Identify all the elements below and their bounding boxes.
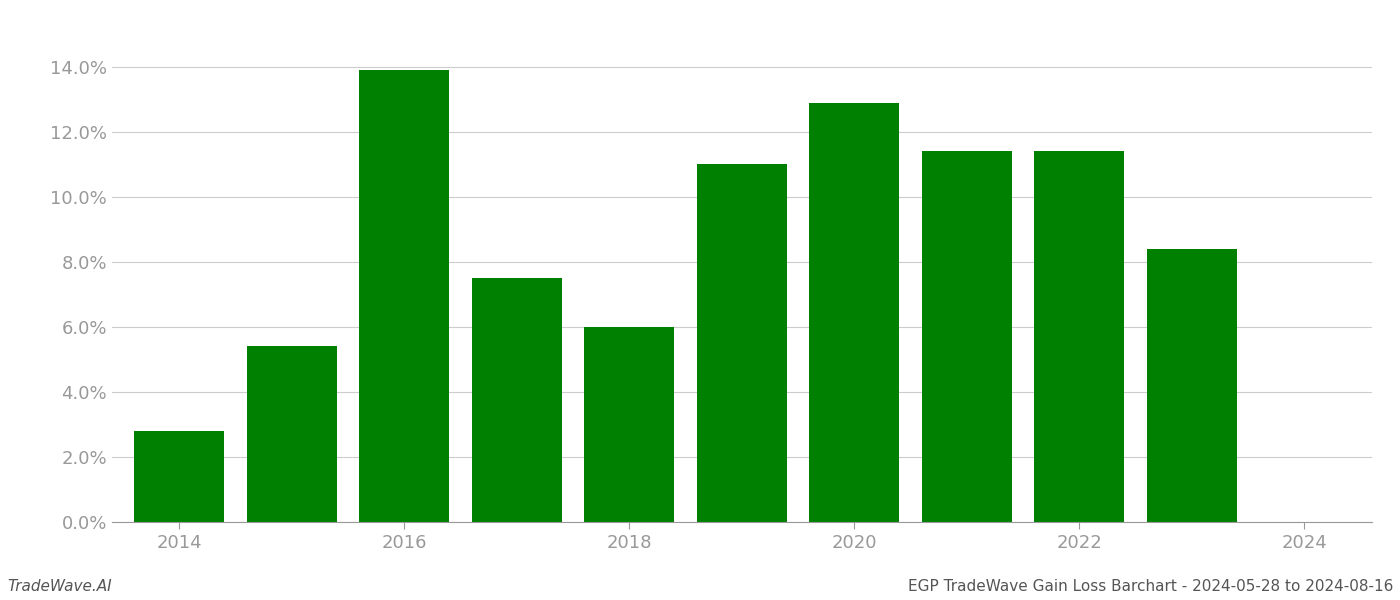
Bar [1147,249,1238,522]
Bar [246,346,337,522]
Bar [360,70,449,522]
Text: EGP TradeWave Gain Loss Barchart - 2024-05-28 to 2024-08-16: EGP TradeWave Gain Loss Barchart - 2024-… [907,579,1393,594]
Text: TradeWave.AI: TradeWave.AI [7,579,112,594]
Bar [584,327,675,522]
Bar [809,103,899,522]
Bar [472,278,561,522]
Bar [697,164,787,522]
Bar [1035,151,1124,522]
Bar [923,151,1012,522]
Bar [134,431,224,522]
